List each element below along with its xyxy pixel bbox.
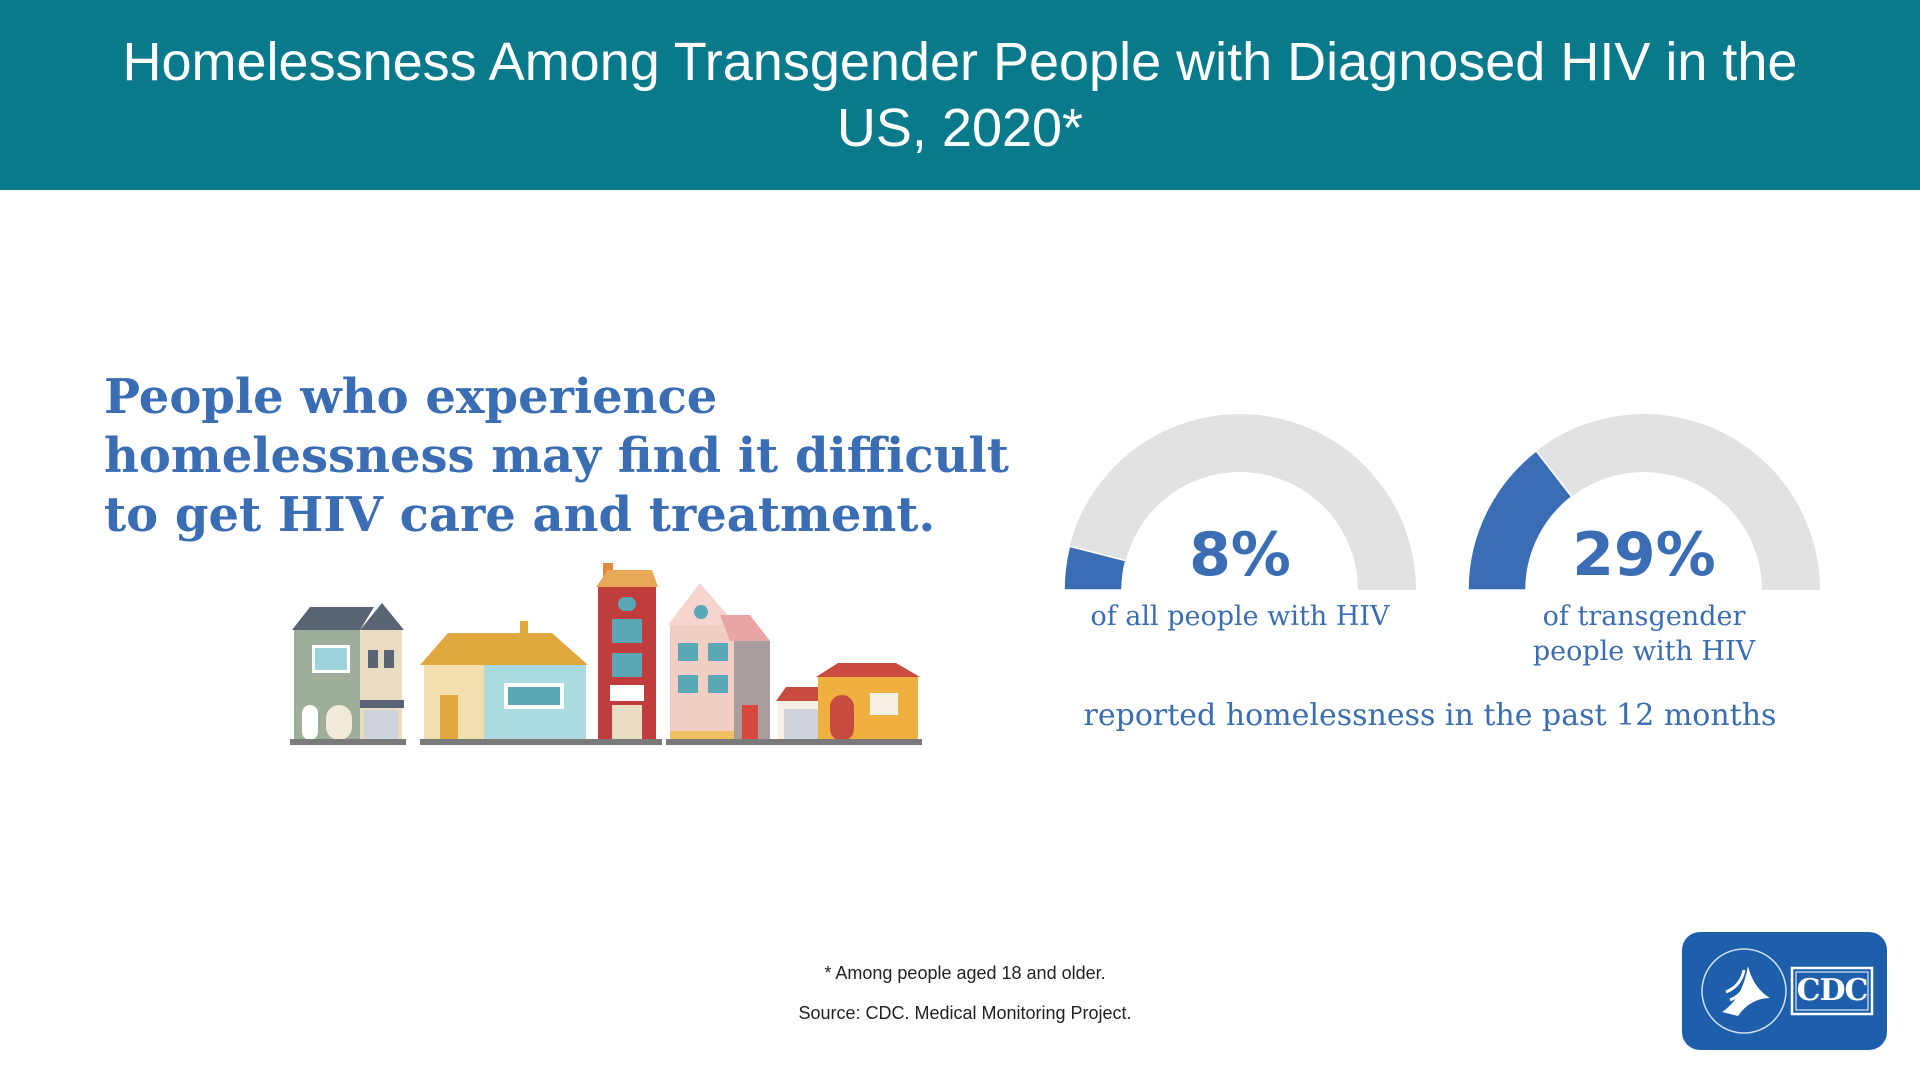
header-banner: Homelessness Among Transgender People wi…	[0, 0, 1920, 190]
house-small-yellow	[774, 663, 922, 745]
tagline: reported homelessness in the past 12 mon…	[1083, 698, 1777, 733]
gauge-value-all: 8%	[1189, 520, 1291, 590]
footnote-source: Source: CDC. Medical Monitoring Project.	[798, 1003, 1132, 1023]
gauge-label-transgender: of transgender people with HIV	[1532, 601, 1756, 667]
footnote-asterisk: * Among people aged 18 and older.	[824, 963, 1106, 983]
house-pink	[666, 583, 774, 745]
gauge-chart	[1063, 414, 1820, 591]
hhs-cdc-logo: CDC	[1682, 932, 1887, 1050]
house-gray	[290, 603, 406, 745]
hhs-seal-icon	[1701, 948, 1874, 1034]
gauge-track-0	[1064, 414, 1416, 590]
gauge-label-all: of all people with HIV	[1090, 601, 1390, 632]
house-red-tall	[590, 563, 662, 745]
page-title: Homelessness Among Transgender People wi…	[122, 32, 1798, 158]
houses-illustration	[290, 563, 922, 745]
gauge-fill-0	[1063, 545, 1127, 591]
gauge-track-1	[1468, 414, 1820, 590]
house-yellow	[420, 621, 590, 745]
gauge-fill-1	[1467, 449, 1573, 591]
cdc-logo-text: CDC	[1796, 973, 1869, 1008]
headline-text: People who experience homelessness may f…	[104, 369, 1009, 543]
gauge-value-transgender: 29%	[1572, 520, 1716, 590]
